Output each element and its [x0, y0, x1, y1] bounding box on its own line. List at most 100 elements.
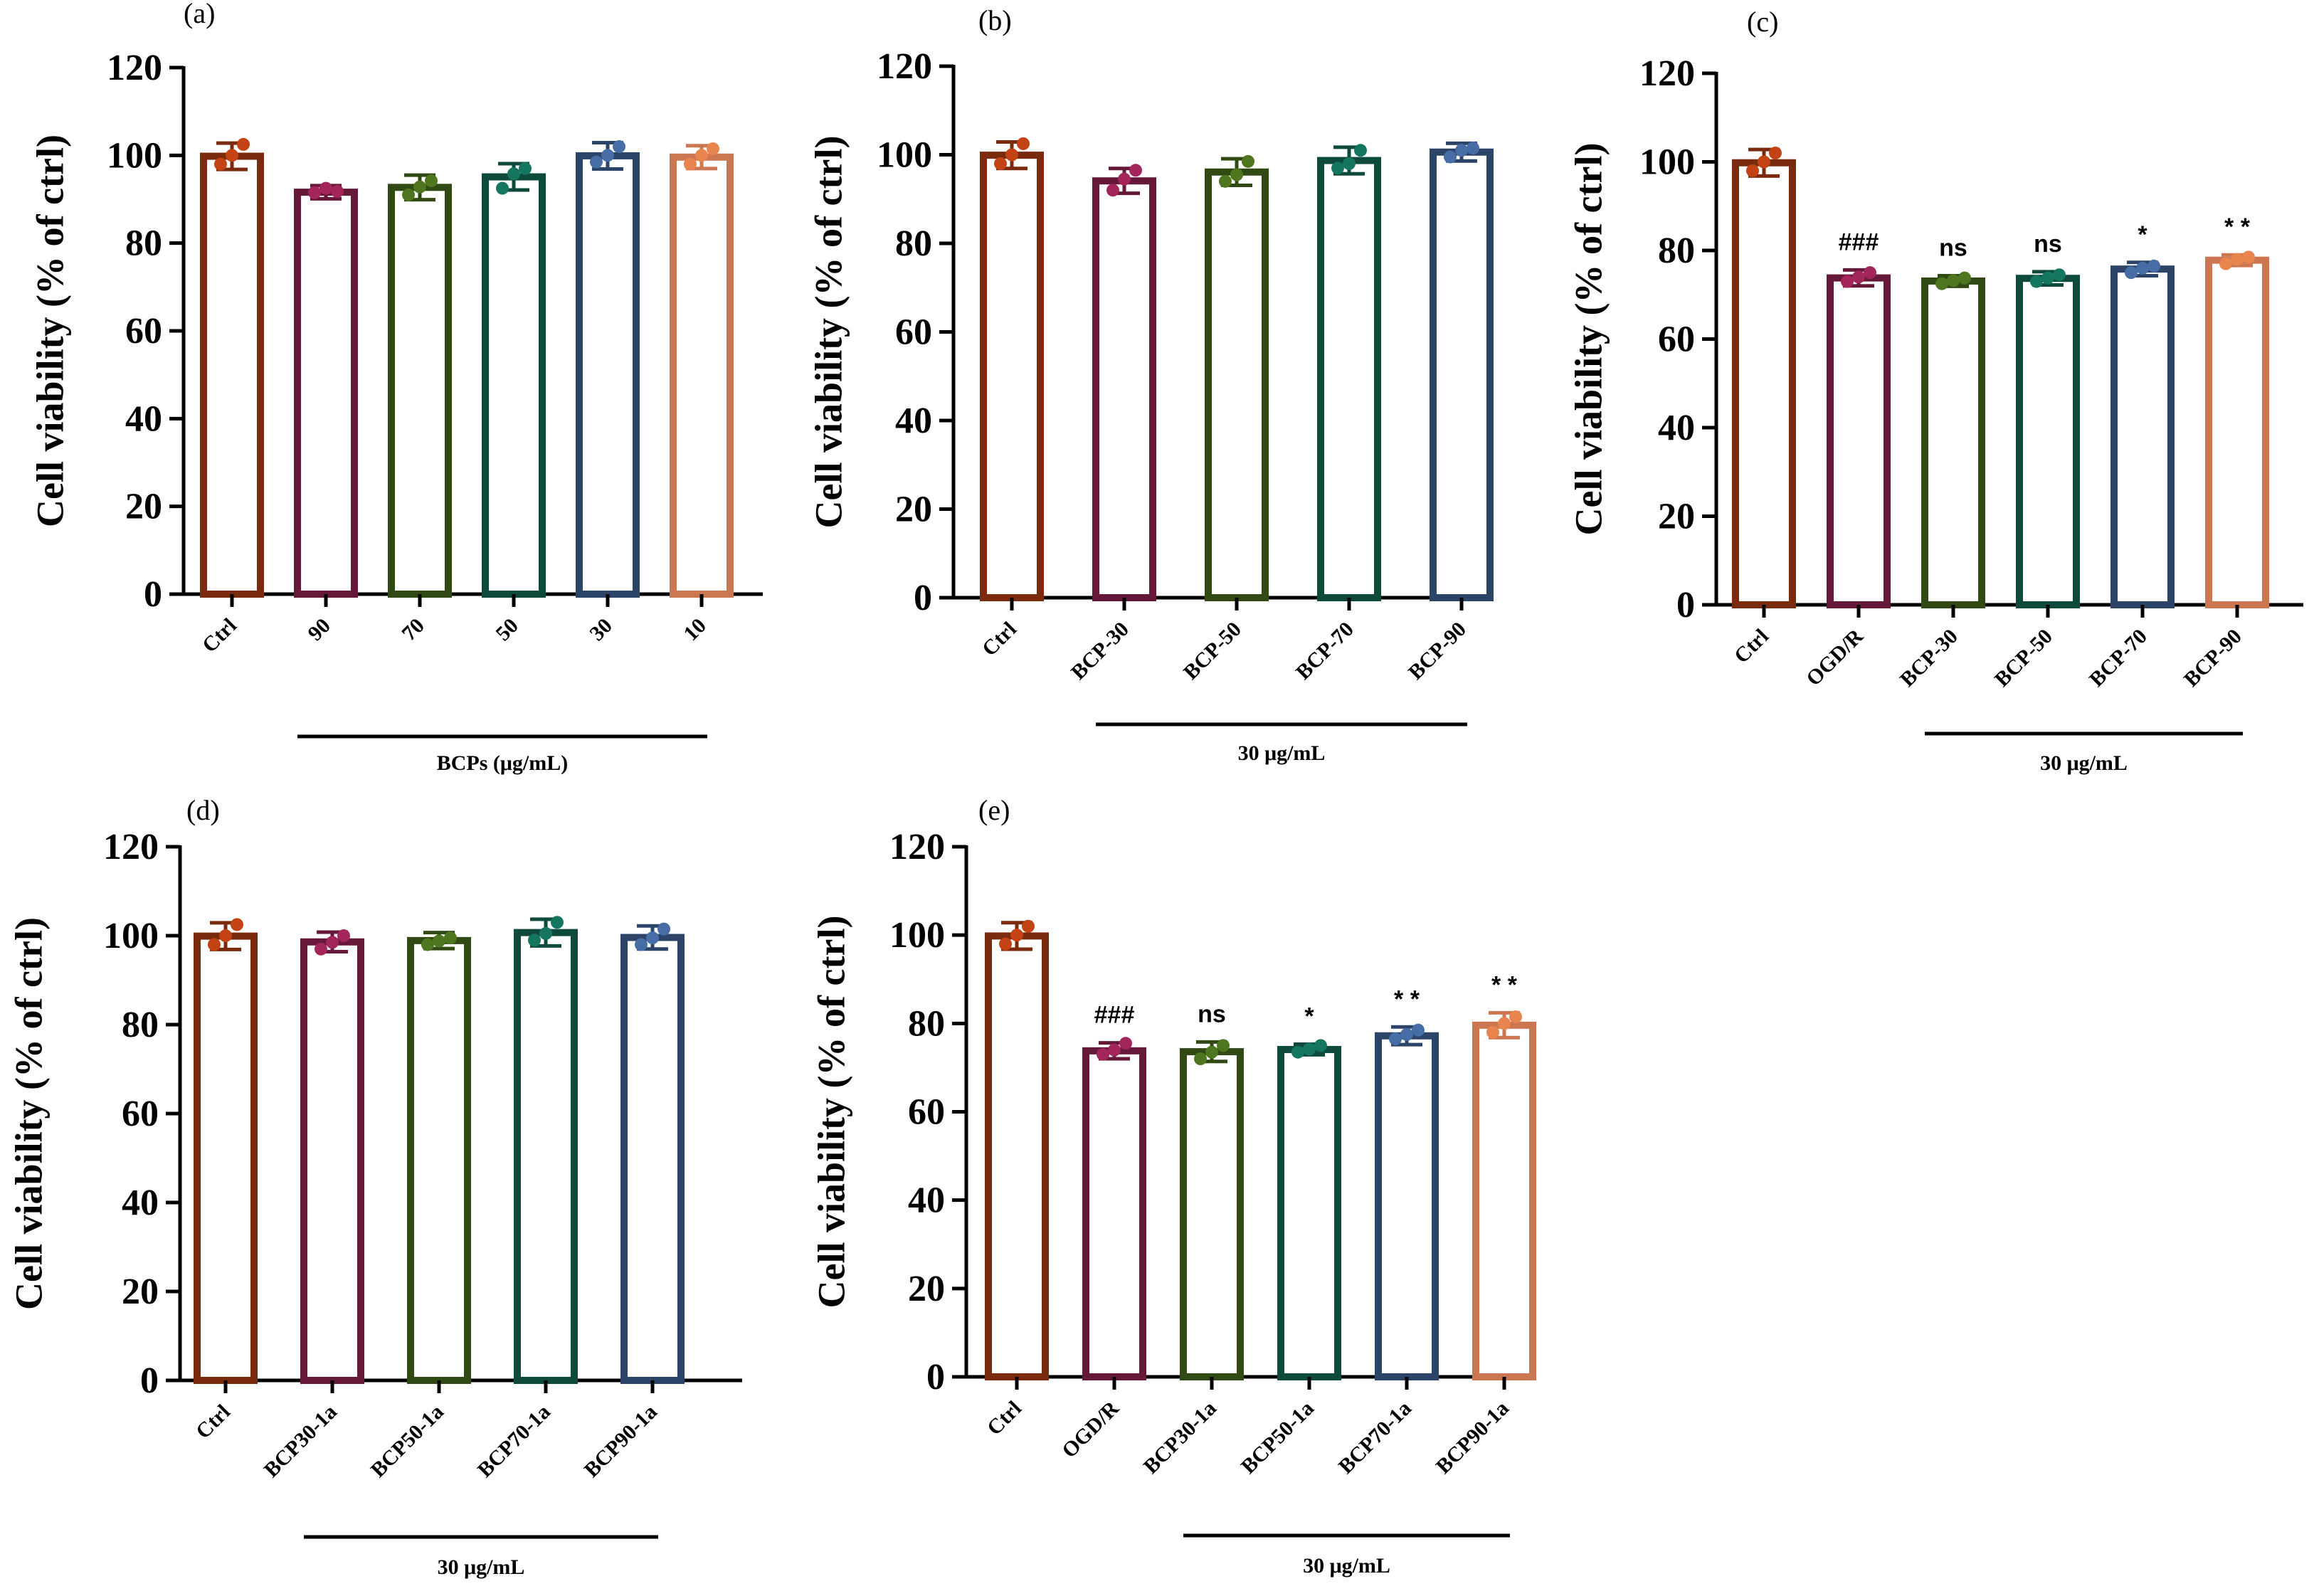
significance-marker: * *	[2224, 213, 2251, 241]
data-point	[999, 937, 1012, 951]
data-point	[1097, 1047, 1109, 1061]
bar	[1472, 1021, 1536, 1380]
y-tick-label: 0	[1676, 585, 1695, 625]
data-point	[1467, 142, 1479, 155]
x-tick-label: OGD/R	[1802, 624, 1868, 690]
bar	[300, 938, 364, 1384]
y-tick-label: 80	[1658, 231, 1695, 271]
chart-panel-d: (d) 0 20 40 60 80 100 120 Cell viability (% of c…	[7, 794, 742, 1579]
data-point	[684, 157, 697, 171]
bar-group	[620, 922, 685, 1384]
x-tick-label: 30	[585, 614, 617, 646]
x-tick-label: BCP-50	[1990, 625, 2057, 692]
data-point	[695, 149, 708, 162]
data-point	[1005, 148, 1018, 162]
y-tick-label: 40	[908, 1180, 945, 1221]
bar-group	[294, 181, 358, 598]
bar-group: *	[1277, 1003, 1341, 1381]
bar-group: * *	[1472, 971, 1536, 1380]
data-point	[1444, 150, 1457, 164]
panel-label: (a)	[184, 0, 215, 29]
data-point	[646, 931, 659, 945]
y-tick-label: 60	[895, 312, 932, 353]
y-tick-label: 0	[926, 1357, 945, 1397]
bar	[482, 173, 546, 598]
y-tick-label: 80	[125, 223, 162, 264]
data-point	[2125, 266, 2138, 280]
data-point	[707, 142, 719, 156]
bar-group	[985, 919, 1049, 1380]
bar-group	[194, 918, 258, 1384]
data-point	[219, 929, 232, 942]
bar-group	[407, 931, 471, 1384]
x-tick-label: BCP30-1a	[260, 1400, 342, 1482]
data-point	[528, 934, 541, 947]
bar-group: ns	[1180, 1000, 1244, 1380]
x-tick-label: BCP50-1a	[366, 1400, 448, 1482]
y-tick-label: 40	[125, 398, 162, 439]
data-point	[2219, 257, 2232, 270]
data-point	[1129, 164, 1142, 177]
data-point	[1194, 1052, 1207, 1065]
bar	[294, 189, 358, 598]
data-point	[994, 157, 1007, 170]
data-point	[657, 922, 670, 936]
y-tick-label: 120	[107, 48, 162, 88]
x-tick-label: BCP-30	[1067, 618, 1134, 685]
x-tick-label: BCP-50	[1179, 618, 1246, 685]
data-point	[444, 931, 457, 945]
bar	[407, 936, 471, 1384]
bar-group	[1205, 154, 1269, 601]
y-tick-label: 60	[908, 1092, 945, 1133]
data-point	[231, 918, 243, 931]
data-point	[1498, 1017, 1511, 1030]
bar-group: ###	[1082, 1002, 1146, 1380]
panel-label: (e)	[978, 794, 1010, 826]
x-tick-label: 50	[491, 614, 523, 646]
data-point	[2231, 253, 2244, 266]
y-tick-label: 80	[122, 1005, 159, 1045]
significance-marker: * *	[1491, 971, 1518, 998]
x-tick-label: BCP90-1a	[1432, 1397, 1513, 1479]
bar-group	[388, 173, 452, 598]
bar-group	[576, 140, 640, 598]
bar-group	[300, 929, 364, 1384]
y-tick-label: 20	[125, 487, 162, 527]
chart-panel-b: (b) 0 20 40 60 80 100 120 Cell viability (% of c…	[807, 4, 1494, 765]
y-tick-label: 0	[144, 574, 162, 615]
bar	[1317, 157, 1381, 601]
significance-marker: *	[1304, 1003, 1314, 1030]
data-point	[1354, 144, 1367, 157]
panel-label: (b)	[978, 4, 1012, 36]
x-tick-label: BCP-70	[2085, 625, 2152, 692]
x-tick-label: 70	[397, 614, 429, 646]
data-point	[1108, 1043, 1121, 1057]
bar	[576, 152, 640, 598]
bar	[194, 932, 258, 1384]
data-point	[1314, 1039, 1327, 1052]
data-point	[635, 938, 648, 951]
bar-group: * *	[1375, 985, 1439, 1380]
data-point	[1746, 164, 1759, 177]
y-tick-label: 0	[914, 578, 932, 618]
data-point	[425, 174, 438, 188]
bar	[2110, 265, 2175, 608]
data-point	[1389, 1032, 1402, 1046]
data-point	[1935, 277, 1948, 290]
data-point	[1303, 1042, 1316, 1056]
bar	[2205, 256, 2269, 608]
x-tick-label: BCP30-1a	[1139, 1397, 1221, 1479]
bar	[1732, 159, 1796, 608]
significance-marker: ns	[2034, 231, 2062, 258]
bar	[980, 152, 1044, 601]
x-tick-label: BCP70-1a	[1334, 1397, 1416, 1479]
y-axis-label: Cell viability (% of ctrl)	[810, 916, 852, 1309]
data-point	[613, 140, 625, 153]
group-label: 30 μg/mL	[438, 1555, 525, 1579]
panel-label: (c)	[1747, 6, 1778, 38]
data-point	[2147, 259, 2160, 273]
bar	[1205, 168, 1269, 601]
y-tick-label: 20	[908, 1269, 945, 1309]
y-tick-label: 40	[1658, 408, 1695, 448]
